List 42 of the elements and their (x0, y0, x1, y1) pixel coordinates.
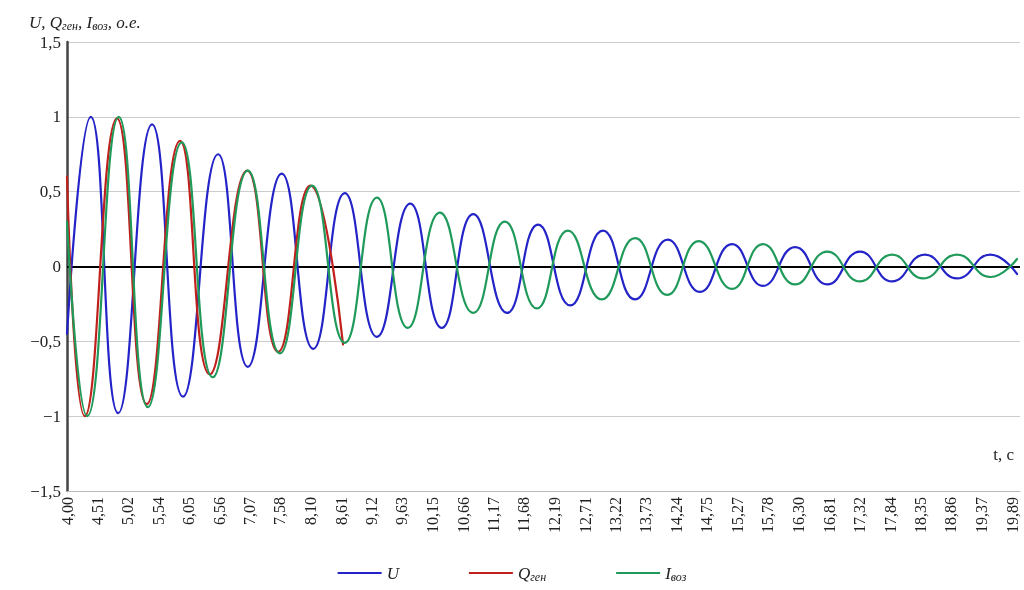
y-tick-label: 0 (52, 257, 61, 276)
x-tick-label: 8,10 (302, 497, 320, 525)
x-tick-label: 7,07 (241, 497, 259, 525)
y-tick-label: 1,5 (39, 32, 61, 52)
line-series (65, 117, 345, 418)
x-tick-label: 15,27 (728, 497, 746, 533)
x-tick-label: 16,81 (820, 497, 838, 533)
x-tick-label: 9,63 (393, 497, 411, 525)
x-tick-label: 19,37 (972, 497, 990, 533)
x-tick-label: 8,61 (332, 497, 350, 525)
y-tick-label: 0,5 (39, 182, 61, 202)
x-tick-label: 18,35 (912, 497, 930, 533)
x-tick-label: 4,51 (88, 497, 106, 525)
y-tick-label: −0,5 (30, 331, 61, 351)
x-tick-label: 11,68 (515, 497, 533, 533)
x-tick-label: 4,00 (58, 497, 76, 525)
x-axis-title: t, c (993, 445, 1015, 464)
x-tick-label: 12,71 (576, 497, 594, 533)
x-tick-label: 18,86 (942, 497, 960, 533)
x-tick-label: 7,58 (271, 497, 289, 525)
x-tick-label: 5,54 (150, 497, 168, 525)
x-tick-label: 10,15 (424, 497, 442, 533)
x-tick-label: 6,56 (210, 497, 228, 525)
x-tick-label: 6,05 (180, 497, 198, 525)
y-tick-label: 1 (52, 107, 61, 127)
x-tick-label: 15,78 (759, 497, 777, 533)
x-tick-label: 12,19 (545, 497, 563, 533)
x-tick-label: 14,75 (698, 497, 715, 533)
x-tick-label: 11,17 (485, 497, 503, 533)
x-tick-label: 9,12 (363, 497, 381, 525)
x-tick-label: 10,66 (454, 497, 472, 533)
x-tick-label: 13,73 (637, 497, 655, 533)
y-tick-label: −1,5 (30, 481, 61, 501)
x-tick-label: 19,89 (1003, 497, 1021, 533)
legend-label: U (386, 563, 401, 583)
y-tick-label: −1 (42, 406, 61, 426)
x-tick-label: 14,24 (667, 497, 685, 533)
x-tick-label: 5,02 (119, 497, 137, 525)
x-tick-label: 17,84 (881, 497, 899, 533)
x-tick-label: 13,22 (606, 497, 624, 533)
x-tick-label: 17,32 (850, 497, 868, 533)
x-tick-label: 16,30 (790, 497, 808, 533)
